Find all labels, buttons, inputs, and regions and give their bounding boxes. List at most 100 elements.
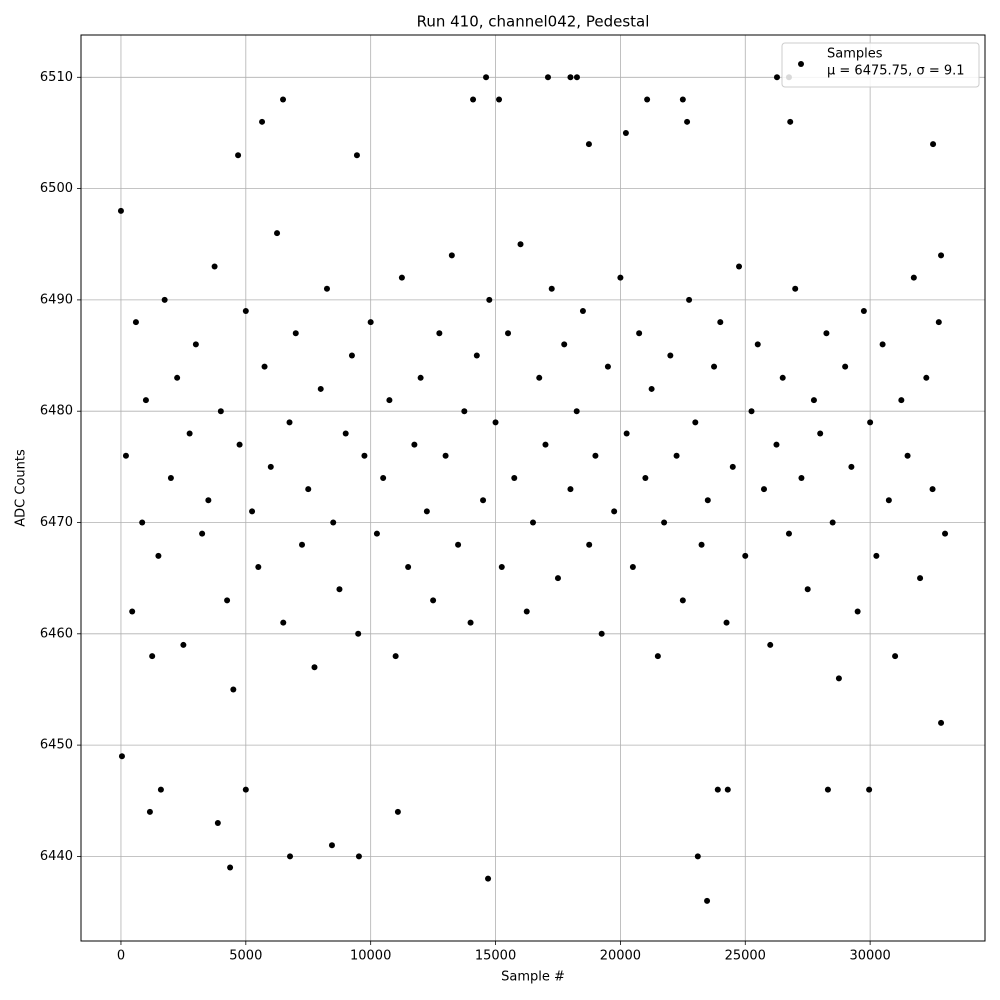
point — [353, 152, 360, 159]
point — [486, 296, 493, 303]
point — [654, 653, 661, 660]
point — [261, 363, 268, 370]
point — [824, 786, 831, 793]
point — [648, 385, 655, 392]
point — [430, 597, 437, 604]
point — [573, 408, 580, 415]
point — [155, 552, 162, 559]
point — [405, 564, 412, 571]
point — [724, 786, 731, 793]
point — [323, 285, 330, 292]
point — [723, 619, 730, 626]
point — [330, 519, 337, 526]
grid — [81, 35, 985, 941]
point — [866, 786, 873, 793]
point — [554, 575, 561, 582]
point — [394, 808, 401, 815]
point — [348, 352, 355, 359]
point — [860, 308, 867, 315]
point — [530, 519, 536, 526]
point — [227, 864, 234, 871]
point — [698, 541, 705, 548]
point — [180, 641, 187, 648]
point — [592, 452, 599, 459]
legend-box — [781, 42, 980, 88]
point — [561, 341, 568, 348]
point — [492, 419, 499, 426]
point — [161, 296, 168, 303]
point — [361, 452, 368, 459]
point — [854, 608, 861, 615]
point — [139, 519, 146, 526]
point — [511, 474, 518, 481]
point — [305, 486, 312, 493]
point — [679, 96, 686, 103]
point — [217, 408, 224, 415]
point — [317, 385, 324, 392]
point — [235, 152, 242, 159]
point — [485, 875, 492, 882]
point — [748, 408, 755, 415]
x-tick-label: 20000 — [600, 949, 641, 964]
point — [236, 441, 243, 448]
point — [146, 808, 153, 815]
point — [629, 564, 636, 571]
point — [694, 853, 701, 860]
point — [692, 419, 699, 426]
legend-label: Samples — [827, 47, 883, 62]
point — [938, 719, 945, 726]
point — [214, 820, 221, 827]
chart-title: Run 410, channel042, Pedestal — [417, 13, 650, 31]
point — [585, 141, 592, 148]
point — [174, 374, 181, 381]
point — [579, 308, 586, 315]
point — [436, 330, 443, 337]
point — [938, 252, 945, 259]
point — [567, 74, 574, 81]
point — [149, 653, 156, 660]
y-tick-label: 6460 — [40, 626, 73, 641]
point — [544, 74, 551, 81]
point — [760, 486, 767, 493]
plot-frame — [80, 34, 986, 942]
point — [892, 653, 899, 660]
point — [255, 564, 262, 571]
point — [729, 463, 736, 470]
point — [704, 897, 711, 904]
point — [792, 285, 799, 292]
point — [898, 397, 905, 404]
point — [367, 319, 374, 326]
point — [785, 530, 792, 537]
point — [642, 474, 649, 481]
point — [267, 463, 274, 470]
point — [132, 319, 139, 326]
point — [186, 430, 193, 437]
point — [423, 508, 430, 515]
point — [611, 508, 618, 515]
y-tick-label: 6450 — [40, 738, 73, 753]
point — [242, 308, 249, 315]
point — [292, 330, 299, 337]
point — [929, 486, 936, 493]
point — [259, 118, 266, 125]
point — [661, 519, 668, 526]
point — [917, 575, 924, 582]
point — [480, 497, 487, 504]
x-tick-label: 15000 — [475, 949, 516, 964]
point — [242, 786, 249, 793]
point — [417, 374, 424, 381]
point — [336, 586, 343, 593]
point — [817, 430, 824, 437]
point — [773, 74, 780, 81]
point — [686, 296, 693, 303]
point — [867, 419, 874, 426]
point — [773, 441, 780, 448]
point — [211, 263, 218, 270]
point — [910, 274, 917, 281]
x-tick-label: 0 — [117, 949, 125, 964]
point — [311, 664, 318, 671]
point — [280, 619, 287, 626]
x-tick-label: 10000 — [350, 949, 391, 964]
point — [274, 230, 281, 237]
point — [380, 474, 387, 481]
